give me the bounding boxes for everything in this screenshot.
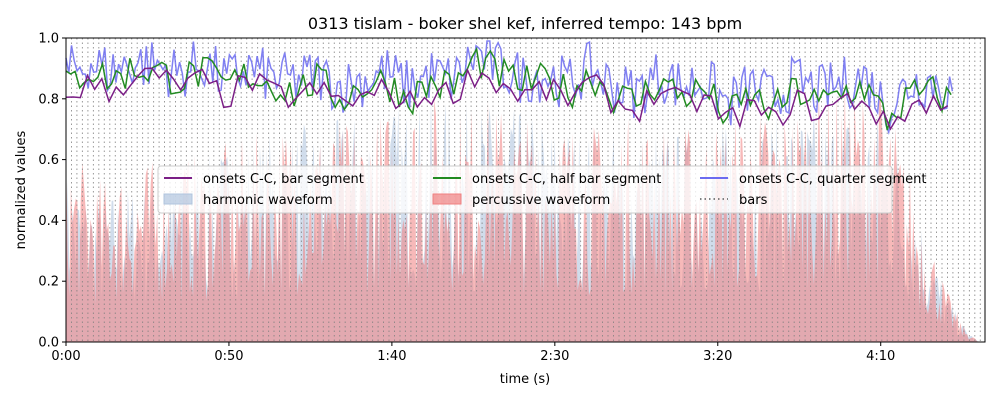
y-axis-ticks: 0.0 0.2 0.4 0.6 0.8 1.0 xyxy=(38,32,66,351)
y-tick-label: 0.4 xyxy=(38,214,59,229)
series-line-onsets-c-c-quarter-segment xyxy=(65,40,954,136)
x-tick-label: 3:20 xyxy=(703,349,732,364)
legend-label: percussive waveform xyxy=(472,193,610,208)
legend-label: bars xyxy=(739,193,768,208)
series-layer xyxy=(65,40,954,136)
y-tick-label: 0.2 xyxy=(38,275,59,290)
legend-item: onsets C-C, bar segment xyxy=(164,172,364,187)
y-tick-label: 1.0 xyxy=(38,32,59,47)
x-tick-label: 2:30 xyxy=(540,349,569,364)
legend: onsets C-C, bar segment onsets C-C, half … xyxy=(157,165,926,214)
x-tick-label: 0:00 xyxy=(51,349,80,364)
x-tick-label: 1:40 xyxy=(377,349,406,364)
y-tick-label: 0.8 xyxy=(38,92,59,107)
legend-swatch-patch xyxy=(163,193,193,205)
x-tick-label: 4:10 xyxy=(866,349,895,364)
legend-item: onsets C-C, half bar segment xyxy=(433,172,661,187)
legend-item: onsets C-C, quarter segment xyxy=(700,172,926,187)
legend-item: bars xyxy=(700,193,768,208)
legend-label: harmonic waveform xyxy=(203,193,333,208)
y-axis-label: normalized values xyxy=(14,130,29,249)
plot-frame xyxy=(65,37,986,343)
legend-swatch-patch xyxy=(432,193,462,205)
legend-label: onsets C-C, half bar segment xyxy=(472,172,661,187)
legend-item: harmonic waveform xyxy=(163,193,333,208)
x-axis-ticks: 0:00 0:50 1:40 2:30 3:20 4:10 xyxy=(51,342,895,364)
chart-title: 0313 tislam - boker shel kef, inferred t… xyxy=(308,14,742,33)
y-tick-label: 0.6 xyxy=(38,153,59,168)
series-line-onsets-c-c-bar-segment xyxy=(65,67,949,131)
legend-item: percussive waveform xyxy=(432,193,610,208)
series-line-onsets-c-c-half-bar-segment xyxy=(65,46,952,131)
x-tick-label: 0:50 xyxy=(214,349,243,364)
legend-label: onsets C-C, bar segment xyxy=(203,172,364,187)
x-axis-label: time (s) xyxy=(500,372,550,387)
y-tick-label: 0.0 xyxy=(38,336,59,351)
legend-label: onsets C-C, quarter segment xyxy=(739,172,926,187)
